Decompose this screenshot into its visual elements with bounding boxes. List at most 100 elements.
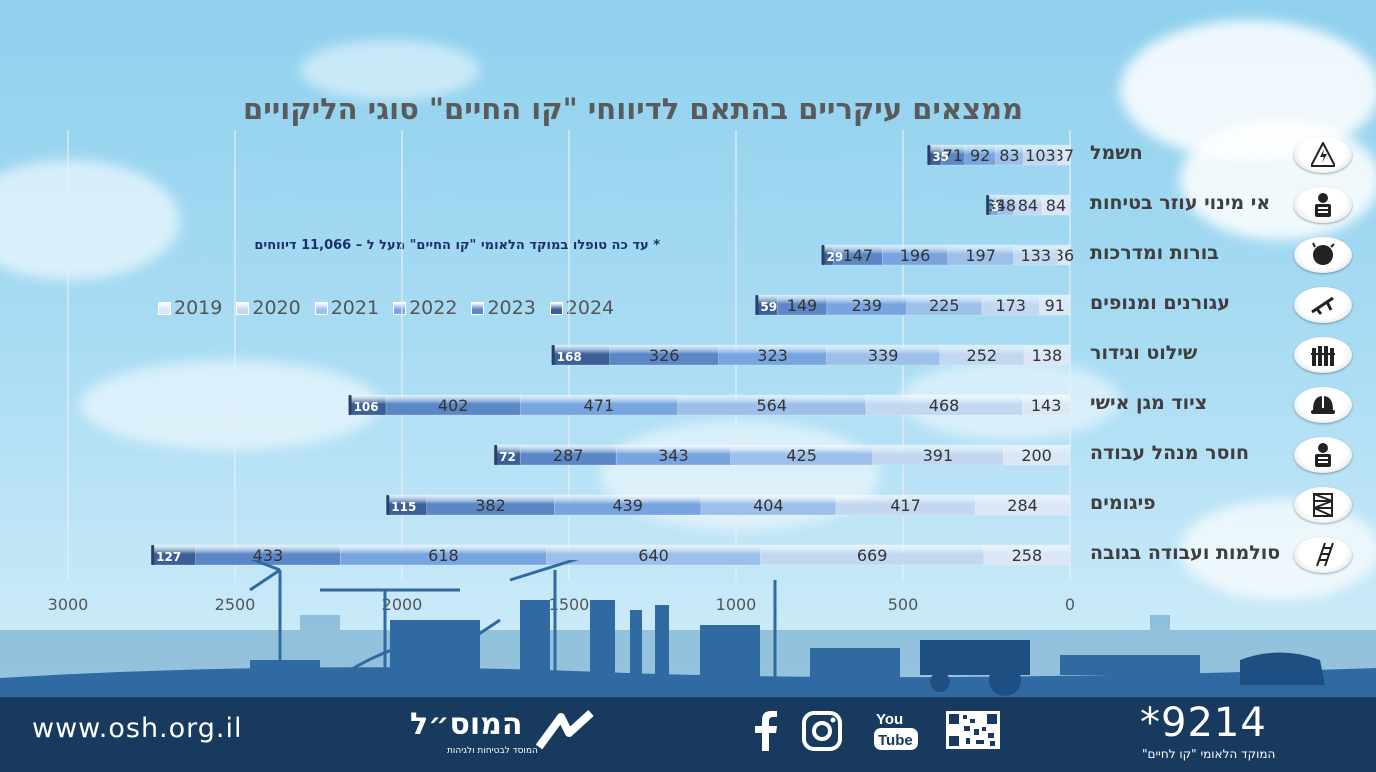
legend-item: 2023 bbox=[471, 297, 536, 319]
bar-value-label: 59 bbox=[760, 300, 777, 314]
bar-segment bbox=[835, 494, 976, 516]
bar-value-label: 618 bbox=[428, 546, 459, 565]
bar-value-label: 106 bbox=[354, 400, 379, 414]
bar-value-label: 143 bbox=[1031, 396, 1062, 415]
bar-value-label: 252 bbox=[967, 346, 998, 365]
legend-swatch bbox=[236, 301, 250, 315]
bar-value-label: 168 bbox=[557, 350, 582, 364]
bar-end-cap bbox=[755, 295, 759, 315]
bar-value-label: 468 bbox=[929, 396, 960, 415]
x-tick-label: 2500 bbox=[215, 595, 256, 614]
category-label: בורות ומדרכות bbox=[1090, 242, 1219, 264]
bar-value-label: 8 bbox=[985, 196, 995, 215]
bar-value-label: 196 bbox=[900, 246, 931, 265]
youtube-tube-text: Tube bbox=[878, 732, 913, 749]
electricity-warning-icon bbox=[1294, 137, 1352, 173]
category-label: פיגומים bbox=[1090, 492, 1156, 514]
bar-end-cap bbox=[348, 395, 352, 415]
category-label: סולמות ועבודה בגובה bbox=[1090, 542, 1281, 564]
bar-value-label: 103 bbox=[1025, 146, 1056, 165]
legend-label: 2020 bbox=[252, 297, 301, 319]
instagram-icon[interactable] bbox=[798, 711, 852, 751]
bar-value-label: 564 bbox=[756, 396, 787, 415]
bar-value-label: 284 bbox=[1007, 496, 1038, 515]
qr-code-icon[interactable] bbox=[946, 711, 1000, 749]
bar-end-cap bbox=[986, 195, 990, 215]
osh-logo-icon bbox=[535, 710, 594, 750]
bar-value-label: 37 bbox=[1054, 146, 1074, 165]
x-tick-label: 2000 bbox=[382, 595, 423, 614]
hotline-number: *9214 bbox=[1140, 700, 1267, 746]
bar-value-label: 92 bbox=[970, 146, 990, 165]
category-label: שילוט וגידור bbox=[1090, 342, 1198, 364]
legend-swatch bbox=[549, 301, 563, 315]
bar-end-cap bbox=[151, 545, 155, 565]
bar-value-label: 138 bbox=[1032, 346, 1063, 365]
work-manager-icon bbox=[1294, 437, 1352, 473]
bar-end-cap bbox=[821, 245, 825, 265]
osh-logo-text: המוס״ל bbox=[410, 707, 523, 742]
bar-value-label: 287 bbox=[553, 446, 584, 465]
bar-segment bbox=[519, 444, 617, 466]
bar-value-label: 382 bbox=[475, 496, 506, 515]
bar-value-label: 84 bbox=[1046, 196, 1066, 215]
x-tick-label: 1500 bbox=[549, 595, 590, 614]
website-link[interactable]: www.osh.org.il bbox=[32, 713, 243, 744]
bar-value-label: 197 bbox=[965, 246, 996, 265]
bar-value-label: 173 bbox=[995, 296, 1026, 315]
category-label: אי מינוי עוזר בטיחות bbox=[1090, 192, 1271, 214]
bar-value-label: 339 bbox=[868, 346, 899, 365]
bar-value-label: 127 bbox=[156, 550, 181, 564]
facebook-icon[interactable] bbox=[750, 711, 780, 751]
legend-swatch bbox=[158, 301, 171, 315]
bar-value-label: 425 bbox=[786, 446, 817, 465]
category-label: חשמל bbox=[1090, 142, 1143, 164]
bar-value-label: 258 bbox=[1012, 546, 1043, 565]
bar-segment bbox=[718, 344, 827, 366]
x-tick-label: 0 bbox=[1065, 595, 1075, 614]
legend-item: 2024 bbox=[549, 297, 615, 319]
crane-icon bbox=[1294, 287, 1352, 323]
bar-value-label: 439 bbox=[612, 496, 643, 515]
bar-end-cap bbox=[494, 445, 498, 465]
legend-label: 2021 bbox=[330, 297, 380, 319]
hotline-subtitle: המוקד הלאומי "קו לחיים" bbox=[1142, 747, 1276, 761]
bar-value-label: 200 bbox=[1021, 446, 1052, 465]
bar-value-label: 3 bbox=[991, 200, 999, 214]
chart-title: ממצאים עיקריים בהתאם לדיווחי "קו החיים" … bbox=[243, 92, 1023, 126]
x-tick-label: 3000 bbox=[48, 595, 89, 614]
bar-value-label: 84 bbox=[1018, 196, 1038, 215]
bar-value-label: 71 bbox=[943, 146, 963, 165]
pit-hole-icon bbox=[1294, 237, 1352, 273]
category-label: ציוד מגן אישי bbox=[1090, 392, 1208, 414]
bar-value-label: 133 bbox=[1020, 246, 1051, 265]
legend-label: 2024 bbox=[565, 297, 615, 319]
helmet-icon bbox=[1294, 387, 1352, 423]
bar-value-label: 115 bbox=[391, 500, 416, 514]
bar-segment bbox=[1023, 344, 1071, 366]
youtube-icon[interactable]: You Tube bbox=[872, 709, 920, 753]
bar-value-label: 83 bbox=[999, 146, 1019, 165]
bar-value-label: 669 bbox=[857, 546, 888, 565]
youtube-you-text: You bbox=[876, 711, 903, 728]
bar-end-cap bbox=[386, 495, 390, 515]
bar-value-label: 48 bbox=[996, 196, 1016, 215]
legend-item: 2019 bbox=[158, 297, 222, 319]
legend-item: 2021 bbox=[314, 297, 380, 319]
bar-value-label: 91 bbox=[1045, 296, 1065, 315]
bar-value-label: 323 bbox=[757, 346, 788, 365]
legend-item: 2020 bbox=[236, 297, 301, 319]
x-tick-label: 1000 bbox=[716, 595, 757, 614]
chart-legend: 2019 2020 2021 2022 2023 2024 bbox=[158, 297, 614, 319]
footer: www.osh.org.il המוס״ל המוסד לבטיחות ולגי… bbox=[0, 697, 1376, 772]
legend-swatch bbox=[393, 301, 407, 315]
bar-value-label: 471 bbox=[584, 396, 615, 415]
bar-segment bbox=[1013, 244, 1059, 266]
bar-value-label: 391 bbox=[923, 446, 954, 465]
bar-segment bbox=[519, 394, 678, 416]
fence-icon bbox=[1294, 337, 1352, 373]
ladder-icon bbox=[1294, 537, 1352, 573]
legend-swatch bbox=[314, 301, 328, 315]
category-label: חוסר מנהל עבודה bbox=[1090, 442, 1250, 464]
